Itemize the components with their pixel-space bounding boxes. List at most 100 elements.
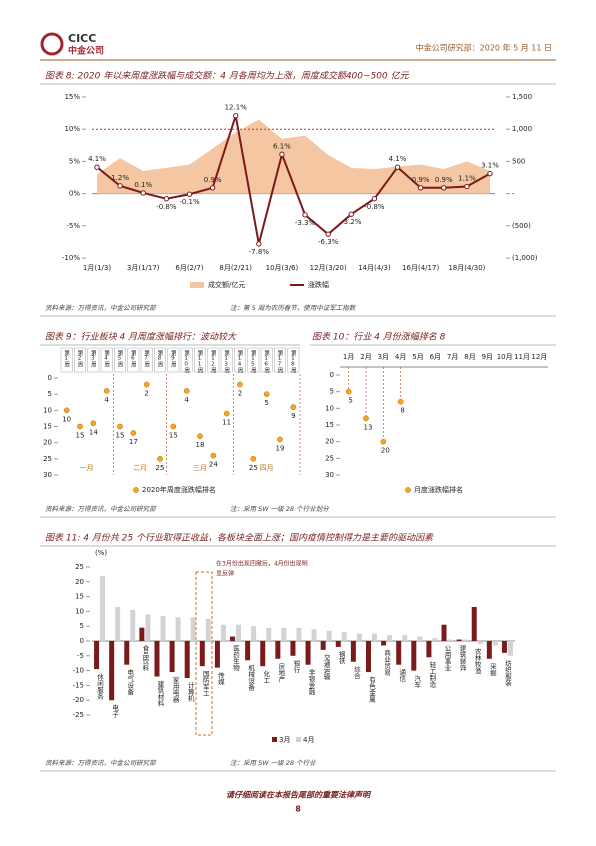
note: 注：第 5 周为农历春节，使用中证军工指数 xyxy=(230,304,357,312)
x-tick-label: 1月 xyxy=(343,353,354,361)
header-cell xyxy=(180,347,193,373)
bar xyxy=(350,641,356,662)
x-tick-label: 休闲服务 xyxy=(96,672,104,701)
x-tick-label: 建筑装饰 xyxy=(458,644,466,673)
bar xyxy=(205,618,211,641)
point xyxy=(170,423,177,430)
point xyxy=(487,170,493,177)
x-tick-label: 交通运输 xyxy=(322,653,330,682)
x-tick-label: 电气设备 xyxy=(126,667,134,696)
bar xyxy=(130,609,136,641)
x-tick-label: 6月(2/7) xyxy=(175,264,203,272)
point xyxy=(186,191,193,197)
data-label: -0.8% xyxy=(156,203,177,211)
data-label: 20 xyxy=(381,447,390,455)
bar xyxy=(356,633,362,641)
bar xyxy=(175,617,181,641)
x-tick-label: 家用电器 xyxy=(171,675,179,704)
legend-label: 2020年周度涨跌幅排名 xyxy=(142,485,216,494)
y-tick-label: (1,000) xyxy=(512,254,538,262)
x-tick-label: 房地产 xyxy=(277,661,285,683)
point xyxy=(163,196,170,202)
highlight-box xyxy=(195,571,213,736)
legend-label: 成交额/亿元 xyxy=(208,280,245,289)
x-tick-label: 计算机 xyxy=(186,681,194,703)
legend-swatch xyxy=(405,487,411,493)
data-label: -0.8% xyxy=(364,203,385,211)
point xyxy=(325,231,331,237)
data-label: 8 xyxy=(400,407,404,415)
point xyxy=(279,151,285,158)
data-label: 1.1% xyxy=(458,175,476,183)
y-tick-label: 20 xyxy=(75,578,84,586)
x-tick-label: 3月 xyxy=(378,353,389,361)
x-tick-label: 公用事业 xyxy=(443,645,451,671)
logo-cn: 中金公司 xyxy=(68,45,104,57)
point xyxy=(197,433,203,440)
legend-swatch xyxy=(272,737,277,742)
header-cell xyxy=(87,347,100,373)
bar xyxy=(426,641,432,658)
data-label: -7.8% xyxy=(249,248,270,256)
bar xyxy=(100,575,106,641)
data-label: 12.1% xyxy=(225,104,248,112)
data-label: -0.1% xyxy=(179,198,200,206)
data-label: 0.9% xyxy=(435,176,453,184)
x-tick-label: 汽车 xyxy=(413,673,421,689)
source: 资料来源：万得资讯，中金公司研究部 xyxy=(45,759,157,767)
point xyxy=(290,404,297,410)
y-tick-label: -10% xyxy=(62,254,80,262)
bar xyxy=(245,641,251,661)
data-label: 5 xyxy=(348,397,352,405)
bar xyxy=(290,641,296,656)
x-tick-label: 第13周 xyxy=(223,349,230,375)
point xyxy=(63,407,70,414)
logo: CICC xyxy=(68,32,96,45)
bar xyxy=(371,633,377,641)
x-tick-label: 第6周 xyxy=(130,349,137,369)
header-cell xyxy=(114,347,126,373)
bar xyxy=(507,641,513,656)
point xyxy=(94,164,100,170)
bar xyxy=(462,639,468,641)
data-label: 14 xyxy=(89,428,98,436)
data-label: 3.1% xyxy=(481,162,499,170)
data-label: -6.3% xyxy=(318,238,339,246)
x-tick-label: 16月(4/17) xyxy=(402,264,439,272)
header-cell xyxy=(220,347,233,373)
legend-swatch xyxy=(133,487,139,493)
disclaimer: 请仔细阅读在本报告尾部的重要法律声明 xyxy=(226,791,372,800)
x-tick-label: 第16周 xyxy=(263,349,270,375)
bar xyxy=(456,639,462,641)
page-number: 8 xyxy=(295,805,301,814)
annotation: 显反弹 xyxy=(216,570,234,578)
point xyxy=(394,164,401,170)
legend-label: 4月 xyxy=(303,736,314,744)
legend-swatch xyxy=(190,282,204,288)
point xyxy=(277,436,283,443)
header-cell xyxy=(287,347,300,373)
bar xyxy=(115,606,121,641)
bar xyxy=(160,615,166,641)
x-tick-label: 纺织服装 xyxy=(503,659,511,688)
bar xyxy=(441,624,447,641)
bar xyxy=(184,641,190,678)
note: 注：采用 SW 一级 28 个行业划分 xyxy=(230,505,329,513)
point xyxy=(256,241,262,247)
x-tick-label: 有色金属 xyxy=(367,675,375,704)
x-tick-label: 国防军工 xyxy=(201,670,209,697)
bar xyxy=(169,641,175,673)
x-tick-label: 11月 xyxy=(514,353,530,361)
header-cell xyxy=(74,347,86,373)
x-tick-label: 农林牧渔 xyxy=(473,647,481,676)
bar xyxy=(501,641,507,653)
x-tick-label: 医药生物 xyxy=(232,645,240,673)
bar xyxy=(396,641,402,665)
legend-label: 3月 xyxy=(279,736,290,744)
point xyxy=(233,112,239,119)
y-tick-label: 500 xyxy=(512,157,525,165)
x-tick-label: 第1周 xyxy=(63,349,70,369)
bar xyxy=(260,641,266,667)
x-tick-label: 14月(4/3) xyxy=(358,264,391,272)
data-label: -3.3% xyxy=(295,219,316,227)
